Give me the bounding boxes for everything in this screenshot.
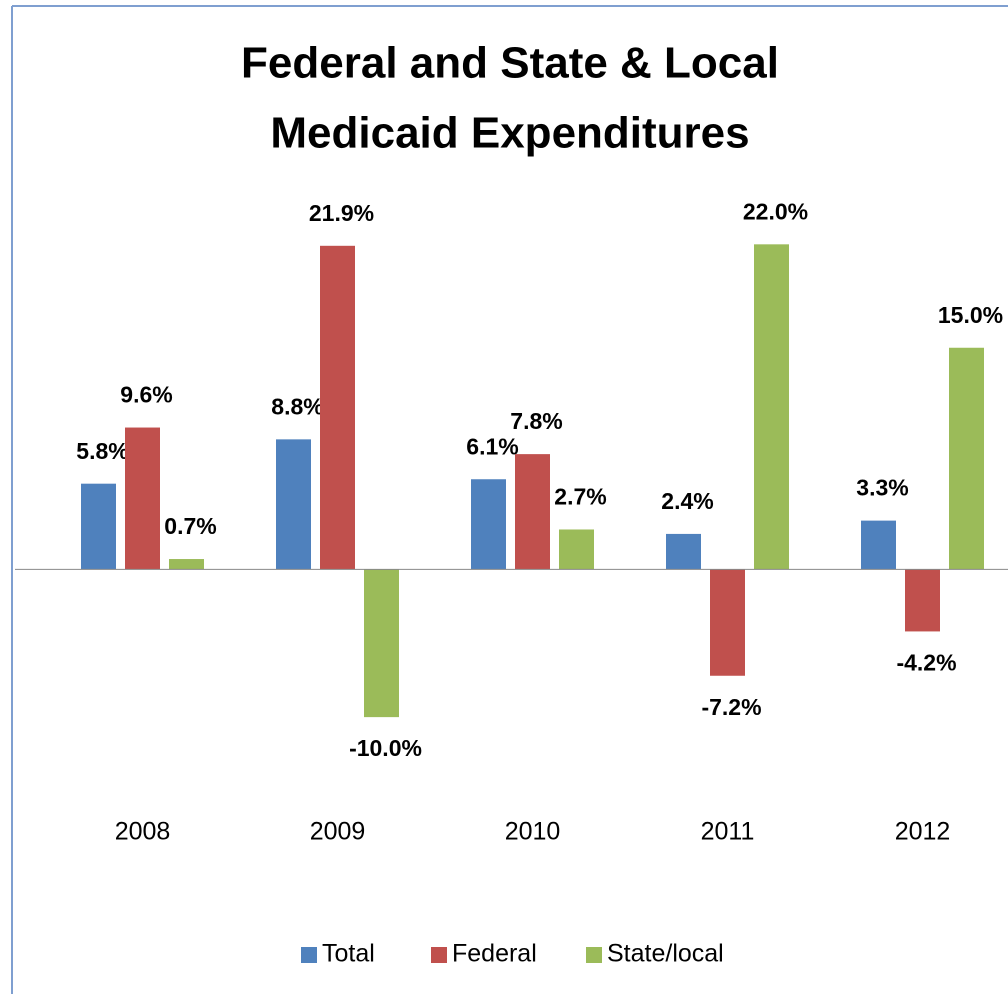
x-tick-label: 2011 xyxy=(701,818,755,846)
chart-title: Medicaid Expenditures xyxy=(270,109,749,158)
bar xyxy=(666,533,701,570)
bar xyxy=(949,347,984,570)
x-tick-label: 2010 xyxy=(505,818,561,846)
bar xyxy=(905,569,940,632)
data-label: 15.0% xyxy=(938,302,1003,328)
x-tick-label: 2012 xyxy=(895,818,951,846)
legend-swatch xyxy=(301,947,317,963)
legend-swatch xyxy=(586,947,602,963)
bar xyxy=(861,520,896,570)
data-label: 22.0% xyxy=(743,198,808,224)
data-label: 21.9% xyxy=(309,200,374,226)
data-label: 9.6% xyxy=(120,382,172,408)
data-label: -7.2% xyxy=(701,694,761,720)
x-tick-label: 2008 xyxy=(115,818,171,846)
bar xyxy=(276,439,311,570)
data-label: -4.2% xyxy=(896,650,956,676)
chart-title: Federal and State & Local xyxy=(241,39,779,88)
data-label: 6.1% xyxy=(466,433,518,459)
data-label: 7.8% xyxy=(510,408,562,434)
bar xyxy=(471,479,506,570)
bar xyxy=(515,454,550,570)
legend-label: Total xyxy=(322,940,375,968)
data-label: 2.4% xyxy=(661,488,713,514)
x-tick-label: 2009 xyxy=(310,818,366,846)
data-label: 5.8% xyxy=(76,438,128,464)
legend-label: State/local xyxy=(607,940,724,968)
data-label: 8.8% xyxy=(271,393,323,419)
bar xyxy=(81,483,116,570)
bar xyxy=(559,529,594,570)
bar xyxy=(320,245,355,570)
bar xyxy=(169,559,204,570)
data-label: -10.0% xyxy=(349,735,422,761)
legend-swatch xyxy=(431,947,447,963)
legend-label: Federal xyxy=(452,940,537,968)
bar xyxy=(125,427,160,570)
data-label: 2.7% xyxy=(554,484,606,510)
data-label: 0.7% xyxy=(164,513,216,539)
bar xyxy=(710,569,745,676)
data-label: 3.3% xyxy=(856,475,908,501)
bar xyxy=(754,244,789,570)
bar xyxy=(364,569,399,718)
